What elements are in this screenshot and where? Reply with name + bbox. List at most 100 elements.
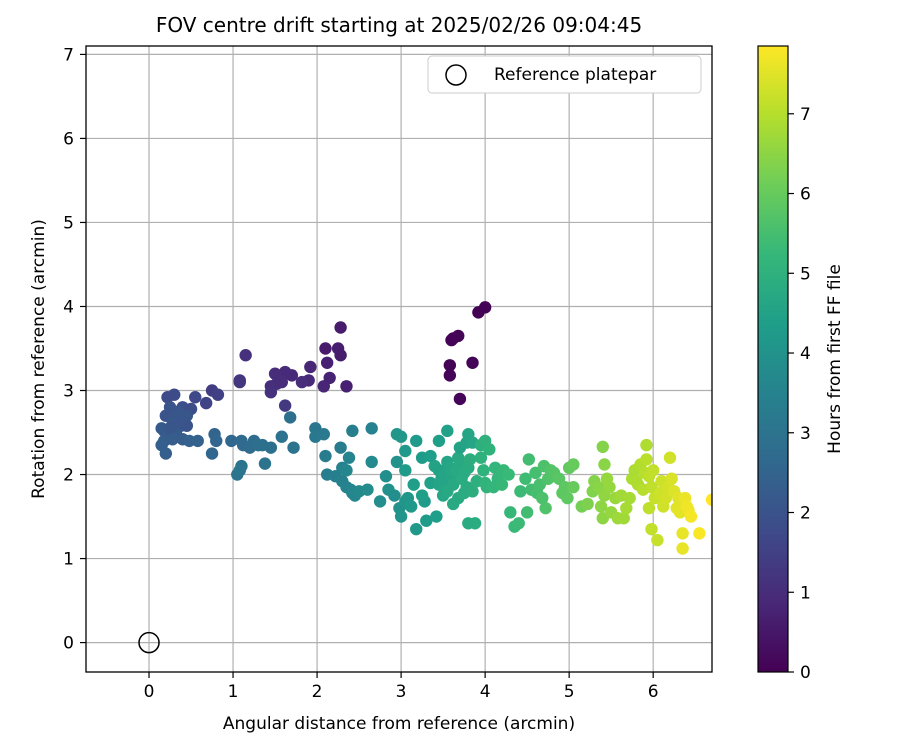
data-point: [410, 522, 423, 536]
data-point: [598, 458, 611, 471]
data-point: [640, 438, 653, 452]
data-point: [258, 457, 272, 470]
chart-title: FOV centre drift starting at 2025/02/26 …: [156, 13, 642, 37]
data-point: [340, 380, 353, 393]
data-point: [264, 441, 278, 454]
data-point: [684, 510, 698, 523]
data-point: [640, 453, 653, 466]
data-point: [453, 392, 467, 406]
data-point: [317, 428, 330, 441]
y-tick-label: 7: [63, 45, 74, 65]
data-point: [617, 512, 630, 525]
data-point: [463, 453, 477, 466]
data-point: [180, 409, 194, 422]
data-point: [502, 468, 515, 481]
x-tick-label: 5: [564, 682, 575, 702]
colorbar-tick-label: 5: [800, 264, 811, 284]
data-point: [477, 464, 490, 477]
data-point: [410, 434, 423, 448]
colorbar-tick-label: 6: [800, 185, 811, 205]
data-point: [522, 453, 536, 466]
y-tick-label: 0: [63, 634, 74, 654]
data-point: [379, 470, 393, 483]
data-point: [514, 485, 527, 498]
data-point: [705, 493, 712, 506]
legend: Reference platepar: [427, 55, 702, 94]
data-point: [483, 443, 496, 456]
data-point: [603, 480, 616, 494]
colorbar-tick-label: 3: [800, 424, 811, 444]
y-tick-label: 3: [63, 382, 74, 402]
colorbar-tick-label: 0: [800, 663, 811, 683]
colorbar-tick-label: 7: [800, 105, 811, 125]
data-point: [346, 424, 359, 438]
y-tick-label: 4: [63, 297, 74, 317]
data-point: [264, 385, 278, 399]
data-point: [394, 430, 408, 443]
data-point: [268, 367, 282, 380]
data-point: [189, 391, 202, 404]
data-point: [319, 342, 332, 355]
data-point: [424, 449, 437, 463]
data-point: [278, 365, 292, 379]
data-point: [645, 522, 658, 536]
data-point: [676, 542, 689, 555]
data-point: [430, 510, 443, 523]
data-point: [443, 359, 457, 372]
data-points: [155, 301, 712, 555]
data-point: [642, 501, 656, 515]
data-point: [388, 489, 401, 502]
data-point: [520, 506, 534, 519]
data-point: [275, 430, 288, 443]
data-point: [495, 478, 509, 491]
data-point: [278, 399, 292, 412]
y-tick-label: 5: [63, 213, 74, 233]
data-point: [317, 380, 330, 393]
data-point: [361, 483, 374, 496]
y-tick-label: 1: [63, 550, 74, 570]
data-point: [342, 451, 356, 464]
data-point: [199, 396, 213, 410]
data-point: [390, 455, 404, 469]
data-point: [441, 424, 454, 438]
data-point: [659, 491, 672, 505]
data-point: [161, 391, 174, 404]
colorbar-tick-label: 2: [800, 504, 811, 524]
y-axis-ticks: 0 1 2 3 4 5 6 7: [63, 45, 86, 654]
data-point: [676, 527, 689, 540]
y-tick-label: 6: [63, 129, 74, 149]
data-point: [512, 517, 525, 530]
data-point: [466, 356, 479, 369]
x-axis-ticks: 0 1 2 3 4 5 6: [144, 672, 659, 702]
data-point: [191, 434, 204, 448]
data-point: [399, 464, 412, 477]
data-point: [452, 329, 465, 343]
data-point: [581, 497, 594, 511]
data-point: [210, 434, 223, 448]
data-point: [620, 501, 633, 515]
y-tick-label: 2: [63, 466, 74, 486]
data-point: [394, 510, 408, 523]
y-axis-label: Rotation from reference (arcmin): [29, 219, 49, 499]
x-tick-label: 6: [648, 682, 659, 702]
data-point: [404, 500, 418, 513]
data-point: [646, 464, 660, 477]
colorbar-tick-label: 4: [800, 344, 811, 364]
data-point: [432, 478, 446, 491]
legend-marker-icon: [445, 64, 467, 86]
data-point: [478, 301, 492, 314]
data-point: [539, 501, 552, 515]
data-point: [474, 451, 488, 464]
data-point: [304, 360, 317, 374]
data-point: [519, 472, 532, 485]
legend-box: [427, 55, 702, 94]
data-point: [399, 444, 412, 458]
x-tick-label: 4: [480, 682, 491, 702]
data-point: [693, 527, 706, 540]
data-point: [239, 349, 252, 362]
data-point: [233, 375, 246, 389]
data-point: [663, 451, 677, 464]
data-point: [561, 491, 574, 505]
data-point: [334, 321, 347, 334]
